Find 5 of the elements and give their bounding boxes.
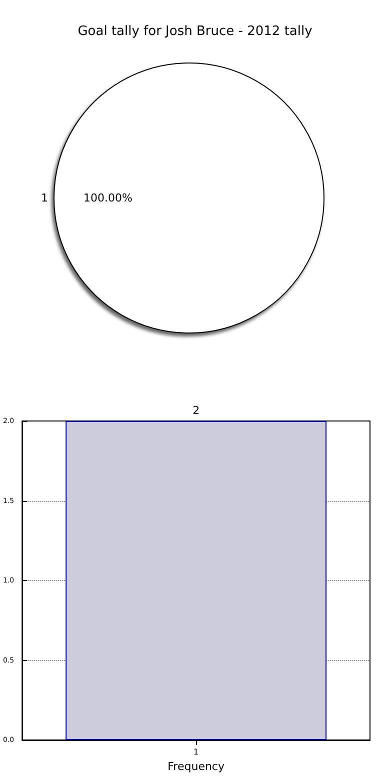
- data-label: 2: [192, 404, 200, 417]
- data-label: 100.00%: [84, 192, 132, 204]
- slice-label: 1: [41, 192, 48, 204]
- chart-title: Goal tally for Josh Bruce - 2012 tally: [78, 24, 313, 39]
- x-axis-title: Frequency: [168, 760, 225, 773]
